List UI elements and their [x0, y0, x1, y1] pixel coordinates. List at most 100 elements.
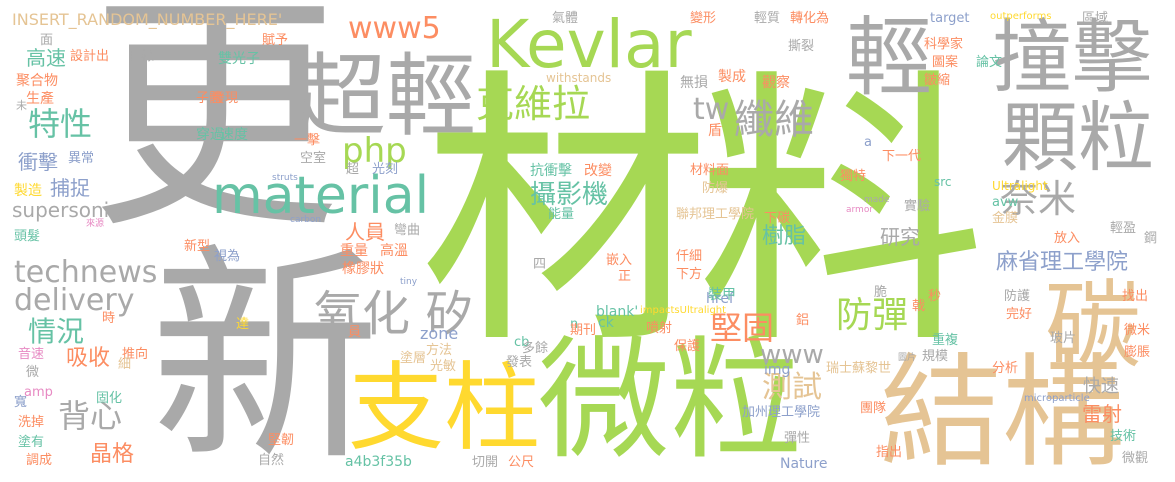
word-ceshi: 測試 — [762, 370, 822, 405]
word-keli: 顆粒 — [1002, 93, 1154, 182]
word-qingkuang: 情況 — [28, 315, 85, 348]
word-fangbao: 防爆 — [702, 181, 729, 196]
word-mian: 面 — [40, 33, 54, 48]
word-made: made — [864, 195, 890, 205]
word-cb: cb — [514, 335, 530, 350]
word-qiekai: 切開 — [472, 455, 499, 470]
word-penshe: 噴射 — [646, 321, 673, 336]
word-yiji: 一擊 — [294, 133, 321, 148]
word-tupian: 圖片 — [898, 353, 917, 363]
word-sheyingji: 攝影機 — [530, 180, 609, 210]
word-qianxi: 仟細 — [676, 249, 703, 264]
word-bopian: 玻片 — [1050, 331, 1077, 346]
word-weiguan: 微觀 — [1122, 451, 1149, 466]
word-wei: 微 — [26, 365, 40, 380]
word-xidiao: 洗掉 — [18, 415, 45, 430]
word-caltech: 加州理工學院 — [742, 405, 821, 420]
word-jiangu: 堅固 — [710, 309, 775, 347]
word-sudu: 速度 — [220, 127, 248, 143]
word-xiafang: 下方 — [676, 267, 703, 282]
word-da: 達 — [236, 317, 250, 332]
word-zhuangjia: 裝甲 — [708, 287, 736, 303]
word-yuan: 員 — [348, 325, 362, 340]
word-material: material — [212, 166, 430, 226]
word-nengliang: 能量 — [548, 207, 575, 222]
word-outperforms: outperforms — [990, 11, 1052, 22]
word-n: n — [570, 317, 579, 332]
word-zheng: 正 — [618, 269, 632, 284]
word-www5: www5 — [348, 11, 441, 46]
word-guimo: 規模 — [922, 349, 949, 364]
word-yinsu: 音速 — [18, 347, 45, 362]
word-php: php — [342, 131, 407, 171]
word-wanqu: 彎曲 — [394, 223, 421, 238]
word-weimi: 微米 — [1124, 323, 1151, 338]
word-renyuan: 人員 — [345, 220, 385, 244]
word-ziti: 子體 — [196, 91, 223, 106]
word-dute: 獨特 — [840, 169, 867, 184]
word-jingge: 晶格 — [90, 442, 135, 467]
word-tanxing: 彈性 — [784, 431, 811, 446]
word-buzhuo: 捕捉 — [50, 176, 90, 200]
word-zhizao: 製造 — [14, 183, 42, 199]
word-tuandui: 團隊 — [860, 401, 887, 416]
word-yanjiu: 研究 — [880, 225, 920, 249]
word-yanghuaxi: 氧化 矽 — [314, 286, 474, 342]
word-ji: 戟 — [912, 299, 926, 314]
word-fabiao: 發表 — [506, 355, 533, 370]
word-zone: zone — [420, 324, 459, 343]
word-zhuangji: 撞擊 — [992, 11, 1152, 104]
word-naimi: 奈米 — [1000, 177, 1077, 221]
word-a: a — [864, 135, 872, 150]
word-img: img — [764, 362, 791, 378]
word-xinxing: 新型 — [184, 239, 211, 254]
word-toufa: 頭髮 — [14, 229, 41, 244]
word-guangmin: 光敏 — [430, 359, 457, 374]
word-wusun: 無損 — [680, 75, 708, 91]
word-qiti: 氣體 — [552, 11, 579, 26]
word-yichang: 異常 — [68, 151, 95, 166]
word-kangchongji: 抗衝擊 — [530, 163, 572, 179]
word-cui: 脆 — [874, 285, 888, 300]
word-lu: 鋁 — [796, 313, 810, 328]
word-zurich: 瑞士蘇黎世 — [826, 361, 892, 376]
word-xiayidai: 下一代 — [882, 149, 922, 164]
word-xianwei: 纖維 — [734, 97, 814, 143]
word-quyu: 區域 — [1082, 11, 1109, 26]
word-fangdan: 防彈 — [836, 295, 909, 336]
word-laiyuan: 來源 — [86, 219, 105, 229]
word-struts: struts — [272, 173, 298, 183]
word-shejichu: 設計出 — [70, 49, 110, 64]
word-zhaochu: 找出 — [1122, 289, 1149, 304]
word-jinmo: 金膜 — [992, 211, 1019, 226]
word-mit: 麻省理工學院 — [996, 250, 1129, 275]
word-qingying: 輕盈 — [1110, 221, 1137, 236]
word-shuzhi: 樹脂 — [762, 224, 807, 249]
word-gaibian: 改變 — [584, 163, 612, 179]
word-xiatan: 下碳 — [764, 211, 791, 226]
word-baohu: 保護 — [674, 339, 701, 354]
word-delivery: delivery — [14, 283, 135, 318]
word-texing: 特性 — [28, 105, 93, 143]
word-gang: 鋼 — [1144, 231, 1158, 246]
word-xishou: 吸收 — [66, 346, 111, 371]
word-fanghu: 防護 — [1004, 289, 1031, 304]
word-wei-future: 未 — [16, 99, 27, 112]
word-src: src — [934, 175, 952, 189]
word-cailiaomian: 材料面 — [690, 163, 730, 178]
word-zhongliang: 重量 — [340, 243, 368, 259]
word-faxian: 發現 — [212, 91, 239, 106]
word-kongshi: 空室 — [300, 151, 327, 166]
word-bianxing: 變形 — [690, 11, 717, 26]
word-a4b3f35b: a4b3f35b — [345, 454, 412, 470]
word-keweila: 克維拉 — [476, 82, 591, 126]
word-nature: Nature — [780, 456, 828, 472]
word-amp: amp — [24, 385, 53, 400]
word-shiwei: 視為 — [214, 249, 241, 264]
word-www: www — [760, 340, 824, 370]
word-withstands: withstands — [546, 71, 612, 85]
word-jianren: 堅韌 — [268, 433, 295, 448]
word-zhizhu: 支柱 — [348, 352, 540, 464]
word-armor: armor — [846, 205, 874, 215]
